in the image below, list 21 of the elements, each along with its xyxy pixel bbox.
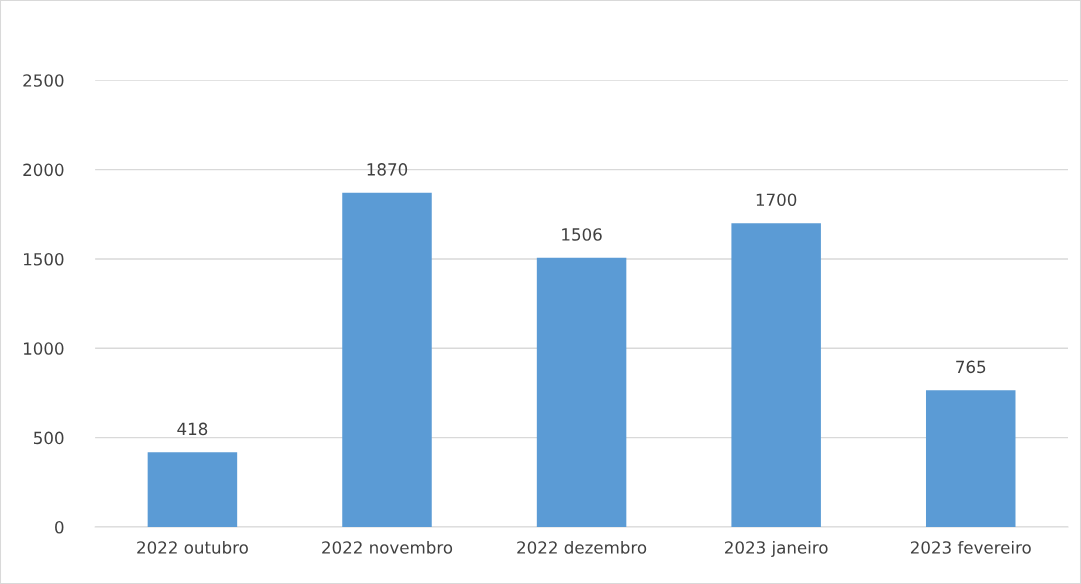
bar: [147, 452, 238, 527]
data-label: 418: [177, 422, 208, 436]
bar: [731, 223, 821, 527]
x-tick-label: 2023 janeiro: [725, 540, 828, 558]
y-tick-label: 1500: [23, 252, 64, 266]
data-label: 1870: [367, 163, 408, 176]
data-label: 765: [956, 360, 986, 374]
x-tick-label: 2023 fevereiro: [910, 540, 1031, 554]
data-label: 1506: [562, 228, 602, 241]
data-label: 1700: [756, 193, 797, 207]
x-tick-label: 2022 novembro: [322, 540, 453, 554]
y-tick-label: 500: [34, 431, 64, 445]
x-tick-label: 2022 dezembro: [517, 540, 647, 554]
y-tick-label: 1000: [23, 342, 64, 355]
bar: [925, 390, 1016, 527]
y-tick-label: 2500: [23, 74, 64, 87]
bar: [342, 192, 432, 527]
y-tick-label: 2000: [23, 163, 64, 177]
y-tick-label: 0: [55, 520, 64, 534]
x-tick-label: 2022 outubro: [137, 540, 248, 554]
bar: [536, 257, 627, 527]
